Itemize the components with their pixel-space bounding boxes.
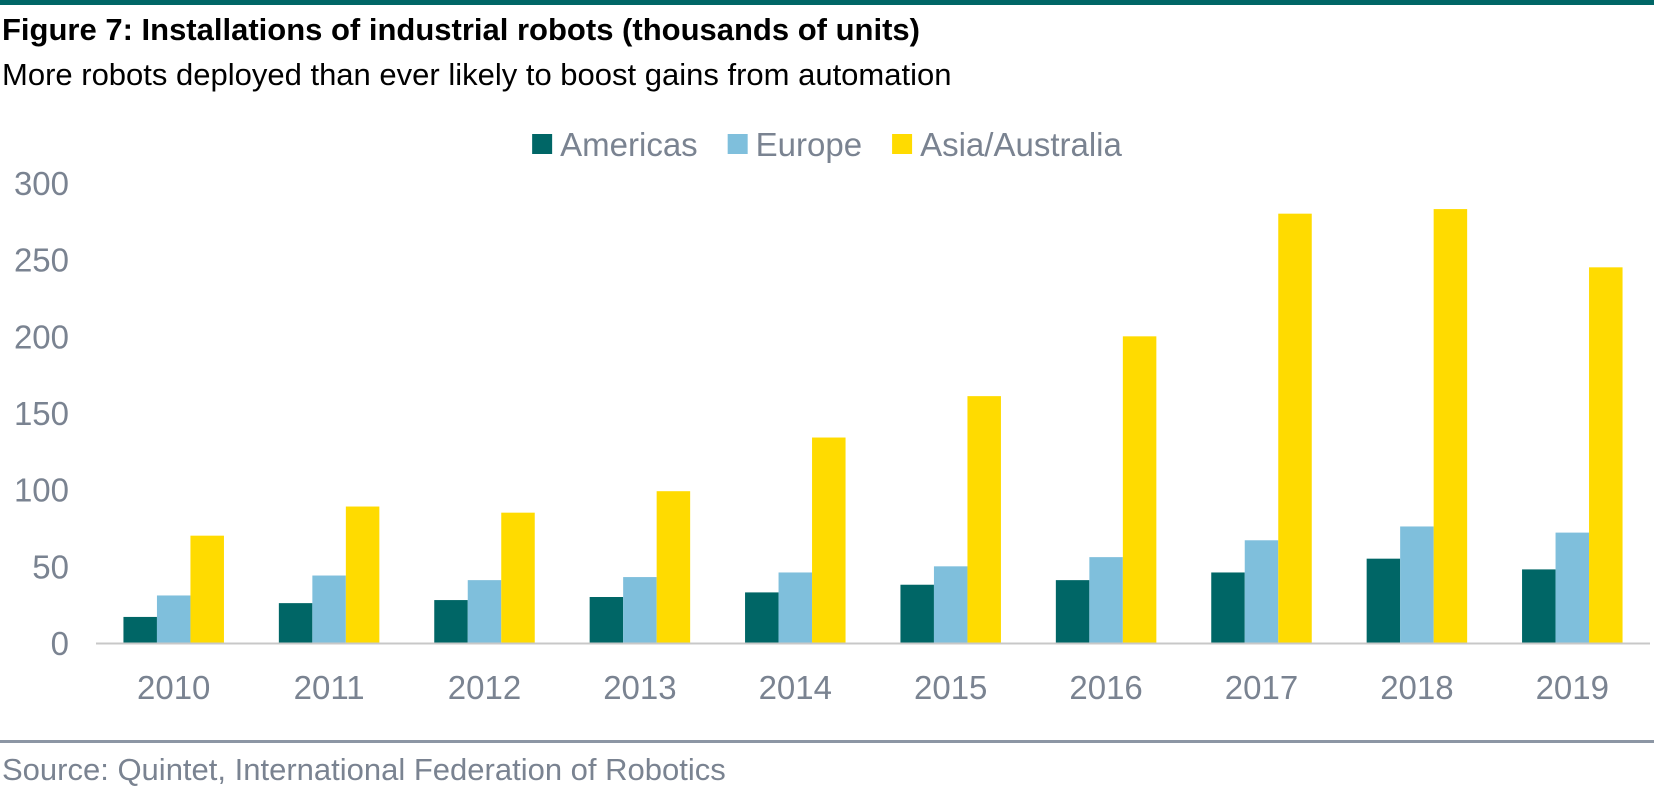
y-tick-label: 0: [51, 625, 69, 662]
figure-subtitle: More robots deployed than ever likely to…: [2, 57, 952, 92]
bar-asia-australia-2012: [501, 512, 535, 643]
legend-item-asia-australia: Asia/Australia: [892, 126, 1122, 163]
x-axis-labels: 2010 2011 2012 2013 2014 2015 2016 2017 2018 2019: [137, 669, 1609, 706]
bar-asia-australia-2019: [1589, 267, 1623, 643]
legend-swatch: [727, 134, 748, 154]
y-tick-label: 300: [14, 165, 69, 202]
bar-asia-australia-2017: [1278, 213, 1312, 644]
bar-americas-2018: [1366, 558, 1401, 643]
x-tick-label: 2019: [1536, 669, 1609, 706]
bar-americas-2014: [745, 592, 779, 643]
source-note: Source: Quintet, International Federatio…: [2, 752, 726, 787]
bar-chart: Americas Europe Asia/Australia 0 50 100 150 20…: [14, 126, 1650, 706]
bar-europe-2018: [1400, 526, 1434, 643]
bar-asia-australia-2011: [345, 506, 380, 643]
bar-asia-australia-2015: [967, 396, 1001, 643]
bar-asia-australia-2013: [656, 491, 691, 643]
legend-swatch: [892, 134, 913, 154]
y-tick-label: 100: [14, 472, 69, 509]
x-tick-label: 2017: [1225, 669, 1298, 706]
chart-bars: [123, 209, 1623, 644]
x-tick-label: 2012: [448, 669, 521, 706]
figure-title: Figure 7: Installations of industrial ro…: [2, 12, 920, 47]
bar-europe-2019: [1555, 532, 1590, 643]
bar-europe-2016: [1089, 557, 1123, 643]
legend-swatch: [532, 134, 553, 154]
bottom-rule: [0, 740, 1654, 743]
x-tick-label: 2013: [603, 669, 676, 706]
chart-legend: Americas Europe Asia/Australia: [532, 126, 1122, 163]
bar-europe-2017: [1244, 540, 1279, 643]
bar-europe-2014: [778, 572, 813, 643]
y-tick-label: 150: [14, 395, 69, 432]
x-tick-label: 2015: [914, 669, 987, 706]
y-tick-label: 200: [14, 318, 69, 355]
bar-americas-2017: [1211, 572, 1245, 643]
bar-europe-2012: [467, 580, 502, 643]
x-tick-label: 2018: [1380, 669, 1453, 706]
x-tick-label: 2011: [294, 669, 365, 706]
x-tick-label: 2010: [137, 669, 210, 706]
legend-label: Europe: [756, 126, 862, 163]
legend-label: Americas: [560, 126, 698, 163]
bar-americas-2011: [278, 603, 313, 643]
x-tick-label: 2014: [759, 669, 832, 706]
bar-asia-australia-2010: [190, 535, 224, 643]
bar-europe-2013: [623, 577, 657, 643]
bar-europe-2011: [312, 575, 346, 643]
legend-item-europe: Europe: [727, 126, 862, 163]
y-axis-ticks: 0 50 100 150 200 250 300: [14, 165, 69, 662]
y-tick-label: 250: [14, 242, 69, 279]
bar-americas-2010: [123, 616, 157, 643]
legend-item-americas: Americas: [532, 126, 698, 163]
bar-europe-2010: [156, 595, 191, 643]
bar-asia-australia-2016: [1122, 336, 1157, 643]
bar-europe-2015: [933, 566, 968, 643]
bar-asia-australia-2014: [812, 437, 846, 643]
legend-label: Asia/Australia: [920, 126, 1122, 163]
bar-americas-2019: [1522, 569, 1556, 643]
y-tick-label: 50: [32, 548, 69, 585]
bar-americas-2013: [589, 597, 624, 643]
top-accent-rule: [0, 0, 1654, 5]
bar-americas-2012: [434, 600, 468, 643]
bar-asia-australia-2018: [1433, 209, 1468, 643]
bar-americas-2015: [900, 584, 934, 643]
bar-americas-2016: [1055, 580, 1090, 643]
x-tick-label: 2016: [1069, 669, 1142, 706]
